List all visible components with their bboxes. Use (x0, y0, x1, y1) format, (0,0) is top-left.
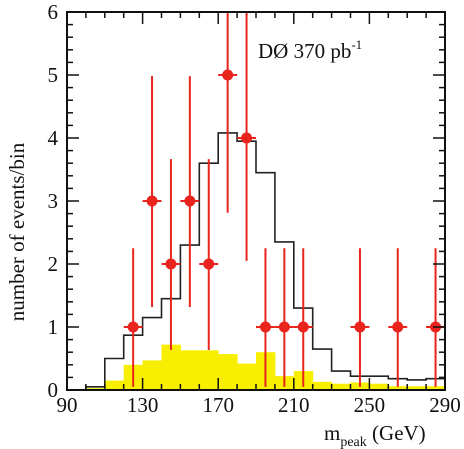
data-point (199, 159, 219, 350)
data-point (123, 248, 143, 387)
y-tick-label: 0 (48, 378, 59, 402)
data-point (218, 12, 238, 213)
x-tick-label: 90 (57, 393, 78, 417)
background-bin (218, 354, 238, 390)
y-axis-title: number of events/bin (5, 142, 29, 321)
axis-ticks: 90 130 170 210 250 290 0 1 2 3 4 5 6 (48, 0, 461, 417)
background-bin (426, 386, 446, 390)
y-tick-label: 4 (48, 126, 59, 150)
background-bin (161, 344, 181, 390)
x-tick-label: 210 (278, 393, 310, 417)
data-point (388, 248, 408, 387)
background-bin (369, 383, 389, 390)
x-tick-label: 290 (429, 393, 461, 417)
data-point (237, 12, 256, 261)
data-point (426, 248, 445, 387)
background-bin (388, 386, 408, 390)
y-tick-label: 2 (48, 252, 59, 276)
x-axis-title: mpeak (GeV) (324, 421, 426, 449)
x-tick-label: 130 (127, 393, 159, 417)
data-points (123, 12, 445, 387)
data-point (256, 248, 275, 387)
background-bin (142, 360, 162, 390)
data-point (274, 248, 294, 387)
background-bin (237, 363, 257, 390)
data-point (180, 76, 200, 307)
y-tick-label: 3 (48, 189, 59, 213)
y-tick-label: 1 (48, 315, 59, 339)
background-bin (407, 386, 427, 390)
background-bin (180, 350, 200, 390)
data-point (142, 76, 162, 307)
plot-frame (66, 11, 446, 391)
data-point (293, 248, 313, 387)
y-tick-label: 6 (48, 0, 59, 24)
y-tick-label: 5 (48, 63, 59, 87)
data-point (161, 159, 181, 350)
background-bin (199, 350, 219, 390)
background-bin (331, 383, 351, 390)
background-bin (104, 380, 125, 390)
data-point (350, 248, 370, 387)
x-tick-label: 250 (354, 393, 386, 417)
luminosity-annotation: DØ 370 pb-1 (258, 37, 362, 63)
x-tick-label: 170 (202, 393, 234, 417)
background-bin (312, 381, 333, 390)
signal-plus-background-histogram (85, 132, 445, 390)
signal-plus-background-line (85, 132, 445, 390)
